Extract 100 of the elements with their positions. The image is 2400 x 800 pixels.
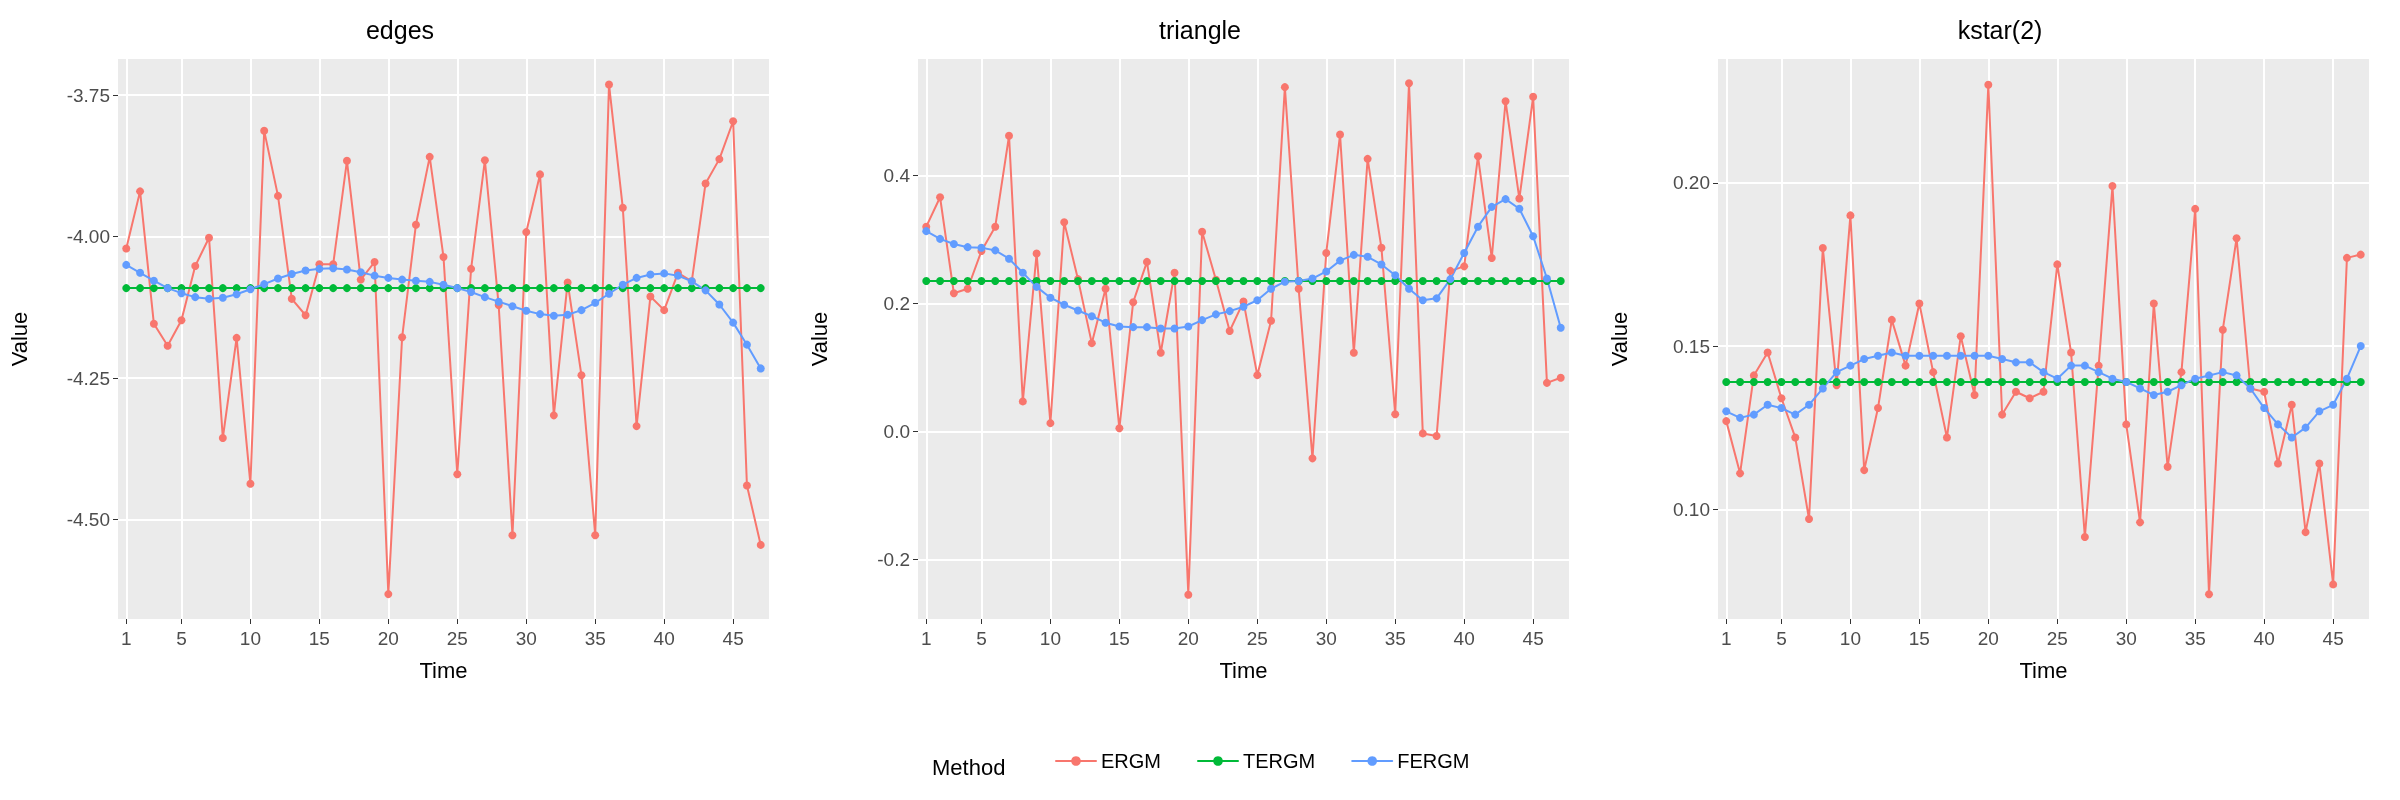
y-axis-title: Value (806, 311, 832, 367)
point (1018, 268, 1027, 277)
point (687, 284, 696, 293)
point (1101, 284, 1110, 293)
point (949, 289, 958, 298)
point (1998, 377, 2007, 386)
point (2067, 348, 2076, 357)
point (522, 306, 531, 315)
point (342, 284, 351, 293)
point (1239, 277, 1248, 286)
point (1887, 315, 1896, 324)
point (2329, 377, 2338, 386)
point (315, 284, 324, 293)
point (2218, 368, 2227, 377)
point (1267, 284, 1276, 293)
x-tick-label: 20 (1177, 628, 1199, 649)
point (1984, 80, 1993, 89)
point (1529, 92, 1538, 101)
point (136, 284, 145, 293)
point (2039, 387, 2048, 396)
point (2191, 204, 2200, 213)
point (1446, 266, 1455, 275)
point (1529, 232, 1538, 241)
point (2163, 377, 2172, 386)
point (315, 264, 324, 273)
point (191, 262, 200, 271)
point (1377, 260, 1386, 269)
point (922, 277, 931, 286)
x-tick-label: 35 (1384, 628, 1406, 649)
point (660, 269, 669, 278)
point (136, 268, 145, 277)
point (1184, 277, 1193, 286)
point (287, 284, 296, 293)
y-tick-label: 0.2 (883, 292, 910, 314)
point (2177, 368, 2186, 377)
y-tick-label: -4.50 (66, 508, 110, 530)
point (191, 293, 200, 302)
point (1239, 302, 1248, 311)
point (729, 117, 738, 126)
point (2094, 368, 2103, 377)
point (122, 244, 131, 253)
point (494, 297, 503, 306)
x-tick-label: 25 (1246, 628, 1268, 649)
point (1901, 361, 1910, 370)
point (2232, 234, 2241, 243)
point (329, 284, 338, 293)
point (274, 274, 282, 283)
chart-title: edges (365, 15, 435, 44)
point (646, 284, 655, 293)
point (991, 222, 1000, 231)
point (356, 268, 365, 277)
point (963, 243, 972, 252)
x-tick-label: 45 (2322, 628, 2344, 649)
point (1060, 277, 1069, 286)
point (480, 156, 489, 165)
point (2287, 433, 2296, 442)
point (1929, 377, 1938, 386)
point (1005, 254, 1014, 263)
point (563, 284, 572, 293)
x-tick-label: 5 (176, 628, 187, 649)
point (577, 284, 586, 293)
point (1763, 348, 1772, 357)
point (632, 273, 641, 282)
point (1349, 348, 1358, 357)
point (1832, 368, 1841, 377)
point (742, 481, 751, 490)
point (480, 284, 489, 293)
point (742, 284, 751, 293)
point (1970, 391, 1979, 399)
point (1005, 277, 1014, 286)
point (1211, 310, 1220, 319)
point (1749, 410, 1758, 419)
point (1887, 348, 1896, 357)
point (936, 193, 945, 202)
point (1860, 355, 1869, 364)
point (1998, 410, 2007, 419)
point (494, 284, 503, 293)
point (2025, 358, 2034, 367)
point (1322, 267, 1331, 276)
point (177, 289, 186, 298)
point (1998, 355, 2007, 364)
point (577, 371, 586, 380)
point (1473, 277, 1482, 286)
point (1501, 195, 1510, 204)
point (1046, 277, 1055, 286)
point (563, 310, 572, 319)
x-tick-label: 40 (2253, 628, 2275, 649)
point (508, 302, 517, 311)
point (1032, 249, 1041, 258)
x-tick-label: 40 (653, 628, 675, 649)
point (1736, 469, 1745, 478)
point (1391, 271, 1400, 280)
point (1432, 294, 1441, 303)
point (218, 293, 227, 302)
point (1432, 277, 1441, 286)
y-tick-label: -0.2 (877, 548, 910, 570)
point (2301, 528, 2310, 537)
point (1336, 277, 1345, 286)
point (1363, 252, 1372, 261)
chart-title: triangle (1159, 15, 1241, 44)
